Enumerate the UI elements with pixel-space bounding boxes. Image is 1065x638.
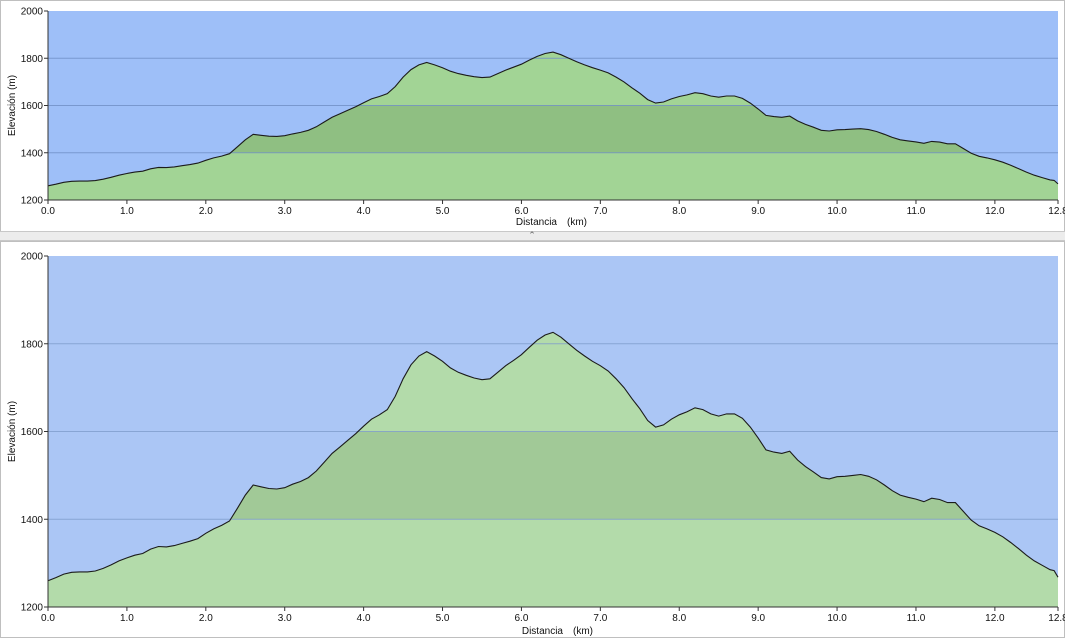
x-tick-label: 2.0 bbox=[199, 206, 213, 217]
x-tick-label: 12.0 bbox=[985, 613, 1005, 624]
x-tick-label: 6.0 bbox=[514, 613, 528, 624]
x-tick-label: 9.0 bbox=[751, 206, 765, 217]
y-tick-label: 1200 bbox=[21, 196, 44, 207]
x-tick-label: 8.0 bbox=[672, 613, 686, 624]
x-tick-label: 10.0 bbox=[827, 206, 847, 217]
x-tick-label: 0.0 bbox=[41, 206, 55, 217]
x-tick-label: 10.0 bbox=[827, 613, 847, 624]
panel-splitter[interactable]: ⌃ bbox=[0, 231, 1065, 241]
elevation-chart-bottom: 0.0 1.0 2.0 3.0 4.0 5.0 6.0 7.0 8.0 9.0 10.0 11.0 12… bbox=[0, 241, 1065, 638]
y-tick-label: 1400 bbox=[21, 148, 44, 159]
x-axis-label: Distancia bbox=[522, 626, 564, 637]
y-tick-label: 1400 bbox=[21, 515, 44, 526]
x-axis-unit: (km) bbox=[573, 626, 593, 637]
y-tick-label: 1800 bbox=[21, 54, 44, 65]
x-tick-label: 7.0 bbox=[593, 206, 607, 217]
x-tick-label: 1.0 bbox=[120, 613, 134, 624]
y-axis-label: Elevación (m) bbox=[7, 75, 18, 136]
x-tick-label: 5.0 bbox=[436, 206, 450, 217]
y-tick-label: 2000 bbox=[21, 252, 44, 263]
x-tick-label: 0.0 bbox=[41, 613, 55, 624]
x-tick-label: 5.0 bbox=[436, 613, 450, 624]
x-tick-label: 12.8 bbox=[1048, 613, 1065, 624]
splitter-grip-icon[interactable]: ⌃ bbox=[528, 231, 536, 241]
y-tick-label: 1600 bbox=[21, 427, 44, 438]
x-tick-label: 4.0 bbox=[357, 206, 371, 217]
x-tick-label: 9.0 bbox=[751, 613, 765, 624]
x-axis-unit: (km) bbox=[567, 217, 587, 228]
x-tick-label: 8.0 bbox=[672, 206, 686, 217]
x-tick-label: 4.0 bbox=[357, 613, 371, 624]
elevation-line bbox=[47, 51, 1059, 187]
elevation-chart-top: 0.0 1.0 2.0 3.0 4.0 5.0 6.0 7.0 8.0 9.0 10.0 11.0 12… bbox=[0, 0, 1065, 232]
x-axis-label: Distancia bbox=[516, 217, 558, 228]
x-tick-label: 12.8 bbox=[1048, 206, 1065, 217]
x-tick-label: 1.0 bbox=[120, 206, 134, 217]
x-tick-label: 3.0 bbox=[278, 206, 292, 217]
y-axis-label: Elevación (m) bbox=[7, 401, 18, 462]
x-tick-label: 2.0 bbox=[199, 613, 213, 624]
x-tick-label: 12.0 bbox=[985, 206, 1005, 217]
y-tick-label: 1800 bbox=[21, 339, 44, 350]
x-tick-label: 11.0 bbox=[907, 206, 926, 217]
x-tick-label: 7.0 bbox=[593, 613, 607, 624]
x-tick-label: 6.0 bbox=[514, 206, 528, 217]
y-tick-label: 2000 bbox=[21, 7, 44, 18]
y-tick-label: 1200 bbox=[21, 603, 44, 614]
x-tick-label: 11.0 bbox=[907, 613, 926, 624]
y-tick-label: 1600 bbox=[21, 101, 44, 112]
x-tick-label: 3.0 bbox=[278, 613, 292, 624]
elevation-line bbox=[47, 331, 1059, 582]
